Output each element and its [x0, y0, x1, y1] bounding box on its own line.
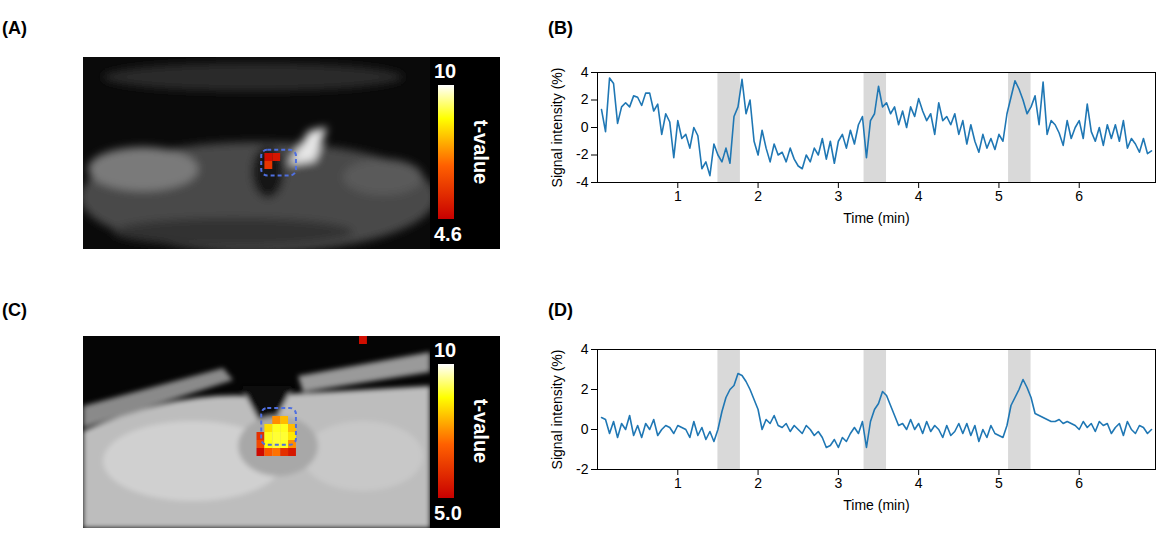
html-text:(A): (A) — [2, 18, 27, 38]
svg-text:2: 2 — [754, 188, 762, 204]
svg-text:5.0: 5.0 — [434, 502, 462, 524]
svg-text:4: 4 — [915, 188, 923, 204]
svg-text:5: 5 — [995, 475, 1003, 491]
svg-text:t-value: t-value — [470, 399, 492, 463]
svg-text:Time (min): Time (min) — [843, 497, 909, 513]
svg-text:3: 3 — [834, 188, 842, 204]
svg-text:4: 4 — [581, 341, 589, 357]
svg-text:Time (min): Time (min) — [843, 210, 909, 226]
svg-text:4.6: 4.6 — [434, 223, 462, 245]
svg-text:1: 1 — [674, 475, 682, 491]
svg-text:10: 10 — [434, 339, 456, 361]
svg-text:-2: -2 — [576, 461, 589, 477]
svg-text:2: 2 — [754, 475, 762, 491]
html-text:(C): (C) — [2, 300, 27, 320]
svg-text:1: 1 — [674, 188, 682, 204]
html-text:(B): (B) — [548, 18, 573, 38]
svg-text:0: 0 — [581, 119, 589, 135]
svg-text:10: 10 — [434, 60, 456, 82]
svg-text:5: 5 — [995, 188, 1003, 204]
html-text:(D): (D) — [548, 300, 573, 320]
svg-text:-2: -2 — [576, 146, 589, 162]
svg-text:2: 2 — [581, 381, 589, 397]
svg-text:Signal intensity (%): Signal intensity (%) — [549, 68, 565, 188]
svg-text:Signal intensity (%): Signal intensity (%) — [549, 350, 565, 470]
svg-text:3: 3 — [834, 475, 842, 491]
svg-text:4: 4 — [581, 64, 589, 80]
svg-text:t-value: t-value — [470, 120, 492, 184]
svg-text:0: 0 — [581, 421, 589, 437]
svg-text:6: 6 — [1075, 188, 1083, 204]
svg-text:2: 2 — [581, 91, 589, 107]
svg-text:6: 6 — [1075, 475, 1083, 491]
svg-text:-4: -4 — [576, 174, 589, 190]
svg-text:4: 4 — [915, 475, 923, 491]
